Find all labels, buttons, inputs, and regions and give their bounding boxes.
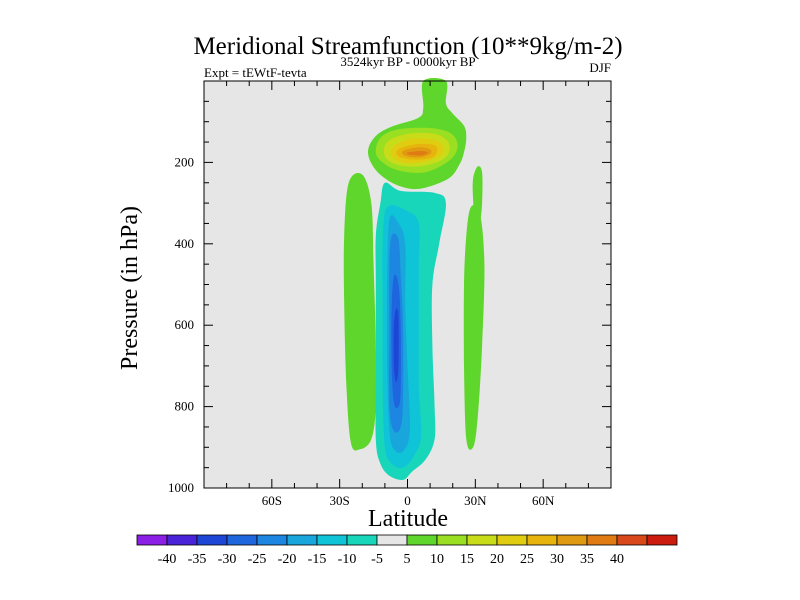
- colorbar-box: [496, 534, 528, 546]
- colorbar-box: [616, 534, 648, 546]
- colorbar-label: -25: [248, 552, 267, 567]
- y-tick-label: 800: [175, 399, 195, 414]
- colorbar-label: 10: [430, 552, 444, 567]
- y-axis: 200 400 600 800 1000: [168, 100, 611, 495]
- x-axis: 60S 30S 0 30N 60N: [203, 81, 612, 508]
- colorbar-box: [376, 534, 408, 546]
- colorbar-label: 35: [580, 552, 594, 567]
- period-label: 3524kyr BP - 0000kyr BP: [340, 54, 475, 69]
- colorbar-box: [166, 534, 198, 546]
- y-axis-label: Pressure (in hPa): [117, 206, 143, 370]
- colorbar-box: [286, 534, 318, 546]
- colorbar-label: 30: [550, 552, 564, 567]
- colorbar-label: -40: [158, 552, 177, 567]
- colorbar-label: 15: [460, 552, 474, 567]
- chart-title: Meridional Streamfunction (10**9kg/m-2): [193, 33, 622, 60]
- colorbar-box: [646, 534, 678, 546]
- y-tick-label: 400: [175, 236, 195, 251]
- colorbar-label: -30: [218, 552, 237, 567]
- colorbar-label: -20: [278, 552, 297, 567]
- colorbar-label: 25: [520, 552, 534, 567]
- colorbar-label: -5: [371, 552, 383, 567]
- contour-region-5-7: [343, 172, 377, 451]
- contour-region-5-9: [463, 204, 485, 450]
- experiment-label: Expt = tEWtF-tevta: [204, 65, 307, 80]
- colorbar-label: 5: [404, 552, 411, 567]
- colorbar-box: [526, 534, 558, 546]
- season-label: DJF: [589, 60, 611, 75]
- y-tick-label: 200: [175, 154, 195, 169]
- colorbar-box: [586, 534, 618, 546]
- contour-regions: [343, 77, 485, 481]
- colorbar-label: 40: [610, 552, 624, 567]
- colorbar-box: [406, 534, 438, 546]
- contour-region--30-15: [393, 308, 399, 383]
- colorbar-box: [346, 534, 378, 546]
- x-tick-label: 0: [404, 493, 411, 508]
- x-tick-label: 30S: [330, 493, 350, 508]
- y-tick-label: 600: [175, 317, 195, 332]
- colorbar-box: [196, 534, 228, 546]
- colorbar-box: [316, 534, 348, 546]
- y-tick-label: 1000: [168, 480, 194, 495]
- colorbar-box: [466, 534, 498, 546]
- colorbar: -40 -35 -30 -25 -20 -15 -10 -5 5 10 15 20 25 30 35 40: [136, 534, 678, 567]
- colorbar-box: [226, 534, 258, 546]
- plot-area: [203, 77, 612, 489]
- colorbar-label: 20: [490, 552, 504, 567]
- contour-region-35-6: [406, 151, 428, 156]
- colorbar-label: -15: [308, 552, 327, 567]
- x-axis-label: Latitude: [368, 506, 448, 532]
- colorbar-box: [256, 534, 288, 546]
- colorbar-box: [556, 534, 588, 546]
- colorbar-box: [436, 534, 468, 546]
- x-tick-label: 60S: [262, 493, 282, 508]
- colorbar-box: [136, 534, 168, 546]
- colorbar-label: -10: [338, 552, 357, 567]
- x-tick-label: 60N: [532, 493, 555, 508]
- x-tick-label: 30N: [464, 493, 487, 508]
- colorbar-label: -35: [188, 552, 207, 567]
